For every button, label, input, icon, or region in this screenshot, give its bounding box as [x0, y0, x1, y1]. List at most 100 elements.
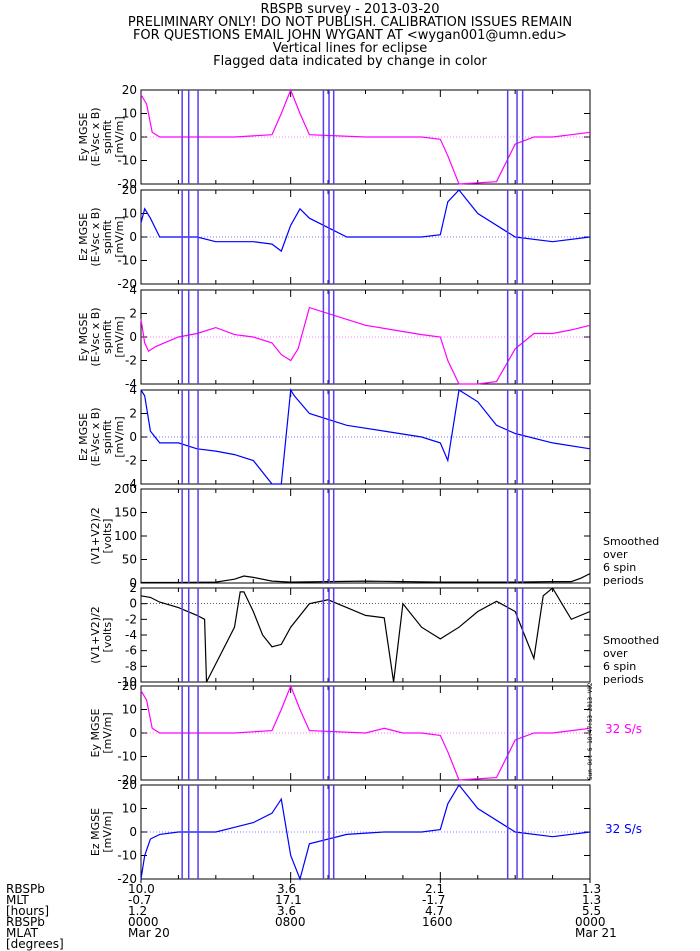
footer-col3-time: 0000 — [575, 915, 606, 929]
footer-label-mlt: MLT — [6, 893, 29, 907]
y-tick-label-4-4: 0 — [129, 576, 137, 590]
footer-col3-mlat: 5.5 — [582, 904, 602, 918]
y-tick-label-6-1: 10 — [122, 703, 137, 717]
eclipse-note: Vertical lines for eclipse — [272, 41, 428, 56]
y-tick-label-0-1: 10 — [122, 107, 137, 121]
footer-label-rbspb-2: RBSPb — [6, 915, 45, 929]
series-line-5 — [140, 587, 591, 683]
timestamp-stamp: Sun Oct 6 18:47:53 2013 V02 — [587, 682, 594, 780]
y-axis-label-1-3: [mV/m] — [113, 216, 126, 257]
y-axis-label-0-2: spinfit — [101, 119, 114, 154]
y-tick-label-3-1: 2 — [129, 407, 137, 421]
footer-col3-mlt: 1.3 — [582, 893, 602, 907]
y-axis-label-7-0: Ez MGSE — [89, 808, 102, 856]
footer-label-mlat: MLAT — [6, 926, 38, 940]
y-tick-label-0-3: -10 — [117, 154, 137, 168]
y-tick-label-5-4: -6 — [125, 644, 137, 658]
footer-col2-mlt: -1.7 — [422, 893, 446, 907]
y-tick-label-1-3: -10 — [117, 254, 137, 268]
smoothing-note-1: Smoothed over 6 spin periods — [603, 535, 660, 587]
y-axis-label-6-0: Ey MGSE — [89, 708, 102, 757]
footer-col2-l: 2.1 — [425, 882, 445, 896]
series-line-6 — [140, 684, 591, 781]
y-axis-label-4-0: (V1+V2)/2 — [89, 507, 102, 565]
y-tick-label-7-3: -10 — [117, 849, 137, 863]
y-axis-label-4-1: [volts] — [101, 519, 114, 554]
y-tick-label-4-0: 200 — [114, 482, 137, 496]
y-axis-label-0-1: (E-Vsc x B) — [89, 107, 102, 166]
series-line-3 — [140, 388, 591, 485]
smoothing-note-2: Smoothed over 6 spin periods — [603, 634, 660, 686]
series-line-7 — [140, 783, 591, 881]
y-tick-label-7-0: 20 — [122, 778, 137, 792]
y-tick-label-6-4: -20 — [117, 773, 137, 787]
y-tick-label-4-2: 100 — [114, 529, 137, 543]
sample-rate-ez: 32 S/s — [605, 822, 642, 836]
y-tick-label-2-1: 2 — [129, 307, 137, 321]
footer-col1-mlat: 3.6 — [277, 904, 297, 918]
y-tick-label-4-3: 50 — [122, 553, 137, 567]
footer-col1-mlt: 17.1 — [275, 893, 302, 907]
y-axis-label-0-0: Ey MGSE — [77, 112, 90, 161]
y-axis-label-0-3: [mV/m] — [113, 116, 126, 157]
y-tick-label-2-3: -2 — [125, 354, 137, 368]
y-axis-label-2-2: spinfit — [101, 319, 114, 354]
y-tick-label-6-0: 20 — [122, 679, 137, 693]
y-axis-label-6-1: [mV/m] — [101, 712, 114, 753]
y-tick-label-4-1: 150 — [114, 506, 137, 520]
footer-label-degrees: [degrees] — [6, 937, 64, 951]
y-tick-label-1-1: 10 — [122, 207, 137, 221]
y-tick-label-3-4: -4 — [125, 477, 137, 491]
footer-label-hours: [hours] — [6, 904, 50, 918]
y-tick-label-3-0: 4 — [129, 383, 137, 397]
y-axis-label-3-1: (E-Vsc x B) — [89, 407, 102, 466]
y-tick-label-5-2: -2 — [125, 612, 137, 626]
footer-col0-time: 0000 — [128, 915, 159, 929]
footer-col0-l: 10.0 — [128, 882, 155, 896]
series-line-0 — [140, 88, 591, 185]
y-axis-label-7-1: [mV/m] — [101, 811, 114, 852]
footer-col0-date: Mar 20 — [128, 926, 170, 940]
y-tick-label-3-3: -2 — [125, 454, 137, 468]
y-tick-label-1-2: 0 — [129, 230, 137, 244]
footer-col2-mlat: 4.7 — [425, 904, 445, 918]
y-axis-label-2-3: [mV/m] — [113, 316, 126, 357]
footer-label-rbspb: RBSPb — [6, 882, 45, 896]
warning-line-1: PRELIMINARY ONLY! DO NOT PUBLISH. CALIBR… — [127, 15, 573, 30]
y-tick-label-3-2: 0 — [129, 430, 137, 444]
y-tick-label-7-4: -20 — [117, 872, 137, 886]
y-axis-label-5-0: (V1+V2)/2 — [89, 606, 102, 664]
y-axis-label-1-0: Ez MGSE — [77, 213, 90, 261]
warning-line-2: FOR QUESTIONS EMAIL JOHN WYGANT AT <wyga… — [132, 28, 568, 43]
y-axis-label-3-0: Ez MGSE — [77, 413, 90, 461]
y-tick-label-5-5: -8 — [125, 659, 137, 673]
footer-col3-l: 1.3 — [582, 882, 602, 896]
y-tick-label-2-4: -4 — [125, 377, 137, 391]
y-tick-label-0-0: 20 — [122, 83, 137, 97]
y-tick-label-5-3: -4 — [125, 628, 137, 642]
y-tick-label-0-2: 0 — [129, 130, 137, 144]
series-line-4 — [141, 573, 591, 584]
y-axis-label-2-0: Ey MGSE — [77, 312, 90, 361]
sample-rate-ey: 32 S/s — [605, 722, 642, 736]
y-tick-label-1-4: -20 — [117, 277, 137, 291]
y-axis-label-5-1: [volts] — [101, 618, 114, 653]
footer-col0-mlt: -0.7 — [128, 893, 152, 907]
y-tick-label-6-3: -10 — [117, 750, 137, 764]
footer-col1-l: 3.6 — [277, 882, 297, 896]
y-tick-label-1-0: 20 — [122, 183, 137, 197]
footer-col1-time: 0800 — [275, 915, 306, 929]
footer-col2-time: 1600 — [422, 915, 453, 929]
y-tick-label-2-2: 0 — [129, 330, 137, 344]
y-axis-label-1-2: spinfit — [101, 219, 114, 254]
y-tick-label-5-6: -10 — [117, 675, 137, 689]
y-axis-label-2-1: (E-Vsc x B) — [89, 307, 102, 366]
y-tick-label-5-0: 2 — [129, 581, 137, 595]
flag-note: Flagged data indicated by change in colo… — [213, 54, 487, 69]
y-tick-label-7-1: 10 — [122, 802, 137, 816]
y-axis-label-1-1: (E-Vsc x B) — [89, 207, 102, 266]
y-tick-label-2-0: 4 — [129, 283, 137, 297]
footer-col0-mlat: 1.2 — [128, 904, 148, 918]
